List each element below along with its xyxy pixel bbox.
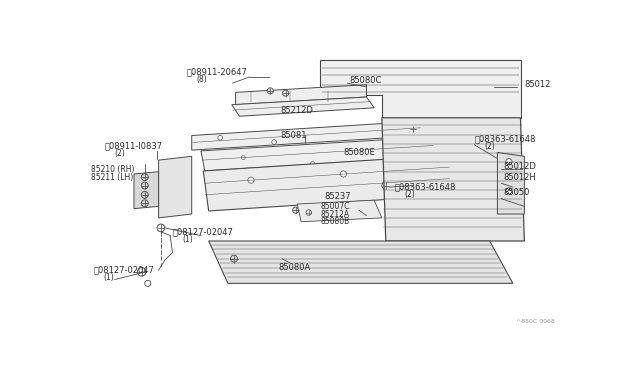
- Circle shape: [218, 135, 223, 140]
- Text: Ⓝ08911-20647: Ⓝ08911-20647: [186, 67, 247, 76]
- Text: (2): (2): [484, 142, 495, 151]
- Text: 85012H: 85012H: [504, 173, 536, 182]
- Circle shape: [141, 200, 148, 207]
- Circle shape: [157, 224, 164, 232]
- Polygon shape: [209, 241, 513, 283]
- Circle shape: [380, 148, 384, 153]
- Text: 85081: 85081: [280, 131, 307, 140]
- Text: Ⓢ08363-61648: Ⓢ08363-61648: [394, 183, 456, 192]
- Text: 85012: 85012: [524, 80, 551, 89]
- Text: 85212D: 85212D: [280, 106, 313, 115]
- Polygon shape: [134, 172, 159, 209]
- Circle shape: [409, 126, 416, 133]
- Circle shape: [340, 171, 346, 177]
- Circle shape: [267, 88, 273, 94]
- Polygon shape: [204, 155, 459, 211]
- Text: 85080B: 85080B: [320, 217, 349, 226]
- Circle shape: [292, 207, 299, 213]
- Text: 85210 (RH): 85210 (RH): [91, 165, 134, 174]
- Circle shape: [272, 140, 276, 144]
- Circle shape: [141, 191, 148, 198]
- Text: (2): (2): [404, 190, 415, 199]
- Text: ^850C 0068: ^850C 0068: [516, 319, 555, 324]
- Polygon shape: [497, 153, 524, 214]
- Text: 85211 (LH): 85211 (LH): [91, 173, 133, 182]
- Polygon shape: [192, 122, 424, 150]
- Text: 85237: 85237: [324, 192, 351, 201]
- Text: (1): (1): [103, 273, 114, 282]
- Circle shape: [141, 174, 148, 180]
- Text: Ⓢ08363-61648: Ⓢ08363-61648: [474, 134, 536, 143]
- Circle shape: [145, 280, 151, 286]
- Text: (2): (2): [115, 150, 125, 158]
- Circle shape: [372, 167, 376, 171]
- Text: 85080A: 85080A: [278, 263, 310, 272]
- Text: (8): (8): [196, 75, 207, 84]
- Circle shape: [283, 90, 289, 96]
- Circle shape: [248, 177, 254, 183]
- Polygon shape: [232, 97, 374, 116]
- Polygon shape: [297, 200, 382, 222]
- Text: 85080C: 85080C: [349, 76, 382, 85]
- Text: 85007C: 85007C: [320, 202, 350, 211]
- Circle shape: [230, 255, 237, 262]
- Text: Ⓑ08127-02047: Ⓑ08127-02047: [93, 266, 154, 275]
- Text: 85080E: 85080E: [344, 148, 375, 157]
- Circle shape: [141, 182, 148, 189]
- Circle shape: [138, 267, 146, 276]
- Text: Ⓑ08127-02047: Ⓑ08127-02047: [172, 227, 234, 236]
- Polygon shape: [382, 118, 524, 241]
- Circle shape: [382, 182, 390, 189]
- Polygon shape: [201, 137, 440, 171]
- Text: Ⓝ08911-l0837: Ⓝ08911-l0837: [105, 142, 163, 151]
- Polygon shape: [236, 85, 367, 105]
- Text: 85012D: 85012D: [504, 162, 536, 171]
- Circle shape: [410, 166, 416, 172]
- Circle shape: [306, 210, 312, 215]
- Circle shape: [326, 144, 330, 149]
- Circle shape: [506, 188, 512, 194]
- Text: 85212A: 85212A: [320, 209, 349, 218]
- Circle shape: [310, 161, 314, 166]
- Circle shape: [241, 155, 245, 160]
- Circle shape: [506, 158, 512, 165]
- Polygon shape: [320, 60, 520, 118]
- Text: (1): (1): [182, 235, 193, 244]
- Text: 85050: 85050: [504, 188, 530, 197]
- Polygon shape: [159, 156, 192, 218]
